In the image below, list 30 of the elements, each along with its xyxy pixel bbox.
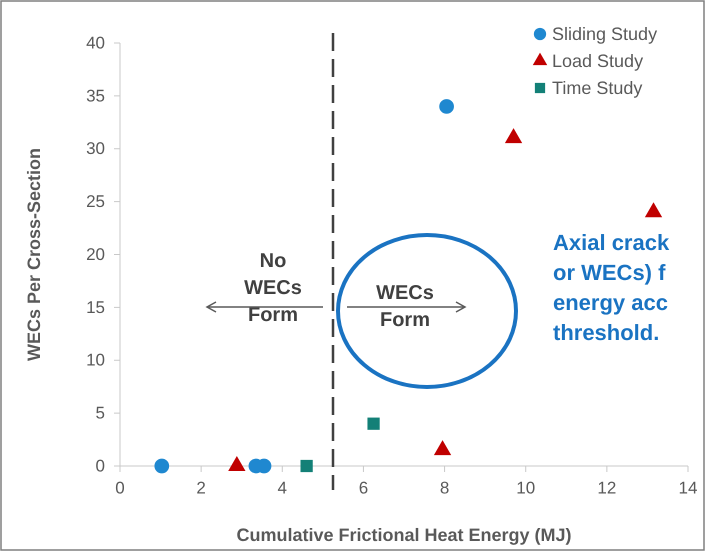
legend-label: Sliding Study	[552, 24, 658, 44]
x-tick-label: 2	[196, 478, 206, 498]
y-tick-label: 30	[86, 139, 105, 158]
annotation: Axial crack or WECs) f energy acc threshold.	[553, 230, 670, 345]
legend-label: Load Study	[552, 51, 644, 71]
point	[154, 458, 170, 474]
annotation: WECs Form	[376, 282, 434, 331]
x-tick-label: 6	[358, 478, 368, 498]
y-tick-label: 25	[86, 192, 105, 212]
point	[300, 460, 313, 472]
x-tick-label: 0	[115, 478, 125, 498]
x-tick-label: 4	[278, 478, 288, 498]
point	[644, 202, 662, 218]
x-axis-title: Cumulative Frictional Heat Energy (MJ)	[236, 525, 572, 545]
annotation: No WECs Form	[244, 250, 302, 326]
x-tick-label: 14	[678, 478, 698, 498]
point	[367, 418, 380, 430]
y-tick-label: 5	[96, 404, 105, 423]
y-tick-label: 15	[86, 298, 105, 317]
y-tick-label: 10	[86, 350, 105, 370]
point	[504, 128, 522, 144]
x-tick-label: 12	[597, 478, 616, 498]
y-tick-label: 0	[96, 456, 105, 476]
y-tick-label: 40	[86, 33, 105, 52]
y-axis-title: WECs Per Cross-Section	[24, 148, 44, 362]
x-tick-label: 10	[516, 478, 536, 498]
y-tick-label: 35	[86, 86, 105, 106]
x-tick-label: 8	[440, 478, 450, 498]
y-tick-label: 20	[86, 244, 105, 264]
legend-label: Time Study	[552, 78, 642, 98]
